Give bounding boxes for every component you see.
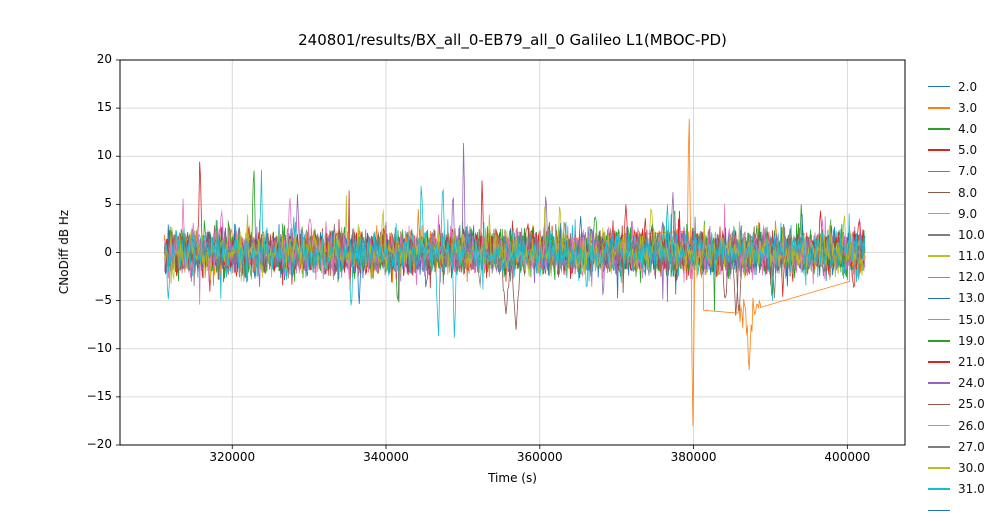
legend-item: 27.0 xyxy=(928,436,985,457)
legend-label: 31.0 xyxy=(958,482,985,497)
legend-line-swatch xyxy=(928,340,950,342)
legend-item: 19.0 xyxy=(928,330,985,351)
legend-label: 9.0 xyxy=(958,206,978,221)
legend-line-swatch xyxy=(928,212,950,215)
legend-line-swatch xyxy=(928,361,950,363)
legend-line-swatch xyxy=(928,255,950,257)
legend-label: 27.0 xyxy=(958,439,985,454)
y-tick-label: −5 xyxy=(94,292,112,307)
y-tick-label: 15 xyxy=(96,100,112,115)
legend-line-swatch xyxy=(928,149,950,151)
legend-item: 30.0 xyxy=(928,457,985,478)
legend-line-swatch xyxy=(928,276,950,279)
y-tick-label: −20 xyxy=(86,437,112,451)
x-tick-label: 360000 xyxy=(516,450,563,464)
legend-line-swatch xyxy=(928,128,950,130)
legend-line-swatch xyxy=(928,446,950,448)
legend-line-swatch xyxy=(928,382,950,384)
legend-label: 26.0 xyxy=(958,418,985,433)
chart-title: 240801/results/BX_all_0-EB79_all_0 Galil… xyxy=(298,31,727,49)
legend-item: 5.0 xyxy=(928,140,985,161)
legend-label: 2.0 xyxy=(958,79,978,94)
legend-label: 13.0 xyxy=(958,291,985,306)
legend-item: 9.0 xyxy=(928,203,985,224)
legend-label: 19.0 xyxy=(958,333,985,348)
legend-item: 11.0 xyxy=(928,246,985,267)
y-tick-label: −10 xyxy=(86,340,112,355)
legend-item: 26.0 xyxy=(928,415,985,436)
x-tick-label: 400000 xyxy=(824,450,871,464)
y-tick-label: 10 xyxy=(96,148,112,163)
legend-item: 10.0 xyxy=(928,224,985,245)
legend-label: 11.0 xyxy=(958,249,985,264)
legend-line-swatch xyxy=(928,318,950,321)
x-axis-label: Time (s) xyxy=(488,471,537,485)
legend-line-swatch xyxy=(928,191,950,194)
legend-item: 31.0 xyxy=(928,479,985,500)
y-tick-label: −15 xyxy=(86,388,112,403)
y-tick-label: 0 xyxy=(104,244,112,259)
legend-item: 2.0 xyxy=(928,76,985,97)
legend-item: 13.0 xyxy=(928,288,985,309)
legend-line-swatch xyxy=(928,107,950,109)
legend-line-swatch xyxy=(928,467,950,469)
legend-label: 21.0 xyxy=(958,355,985,370)
legend-item: 15.0 xyxy=(928,309,985,330)
legend-item: 25.0 xyxy=(928,394,985,415)
plot-canvas xyxy=(0,0,1000,500)
legend-line-swatch xyxy=(928,488,950,490)
x-tick-label: 380000 xyxy=(670,450,717,464)
legend-label: 24.0 xyxy=(958,376,985,391)
legend-line-swatch xyxy=(928,509,950,512)
legend-label: 3.0 xyxy=(958,100,978,115)
legend-item: 3.0 xyxy=(928,97,985,118)
legend-line-swatch xyxy=(928,170,950,173)
x-tick-label: 320000 xyxy=(209,450,256,464)
legend-line-swatch xyxy=(928,424,950,427)
legend-label: 30.0 xyxy=(958,460,985,475)
legend-item: 24.0 xyxy=(928,373,985,394)
legend-item: 12.0 xyxy=(928,267,985,288)
legend-item: 8.0 xyxy=(928,182,985,203)
legend-label: 4.0 xyxy=(958,121,978,136)
legend-line-swatch xyxy=(928,85,950,88)
legend-line-swatch xyxy=(928,234,950,236)
legend-item xyxy=(928,500,985,521)
legend-label: 12.0 xyxy=(958,270,985,285)
legend-label: 7.0 xyxy=(958,164,978,179)
legend-label: 8.0 xyxy=(958,185,978,200)
legend-label: 15.0 xyxy=(958,312,985,327)
y-tick-label: 20 xyxy=(96,52,112,66)
y-tick-label: 5 xyxy=(104,196,112,211)
legend-label: 25.0 xyxy=(958,397,985,412)
legend-item: 4.0 xyxy=(928,118,985,139)
legend-line-swatch xyxy=(928,403,950,406)
x-tick-label: 340000 xyxy=(363,450,409,464)
legend-item: 21.0 xyxy=(928,351,985,372)
legend-label: 10.0 xyxy=(958,227,985,242)
legend-line-swatch xyxy=(928,297,950,300)
legend-label: 5.0 xyxy=(958,143,978,158)
legend: 2.0 3.0 4.0 5.0 7.0 8.0 9.0 10.0 11.0 12.0 13.0 15.… xyxy=(928,76,985,521)
legend-item: 7.0 xyxy=(928,161,985,182)
